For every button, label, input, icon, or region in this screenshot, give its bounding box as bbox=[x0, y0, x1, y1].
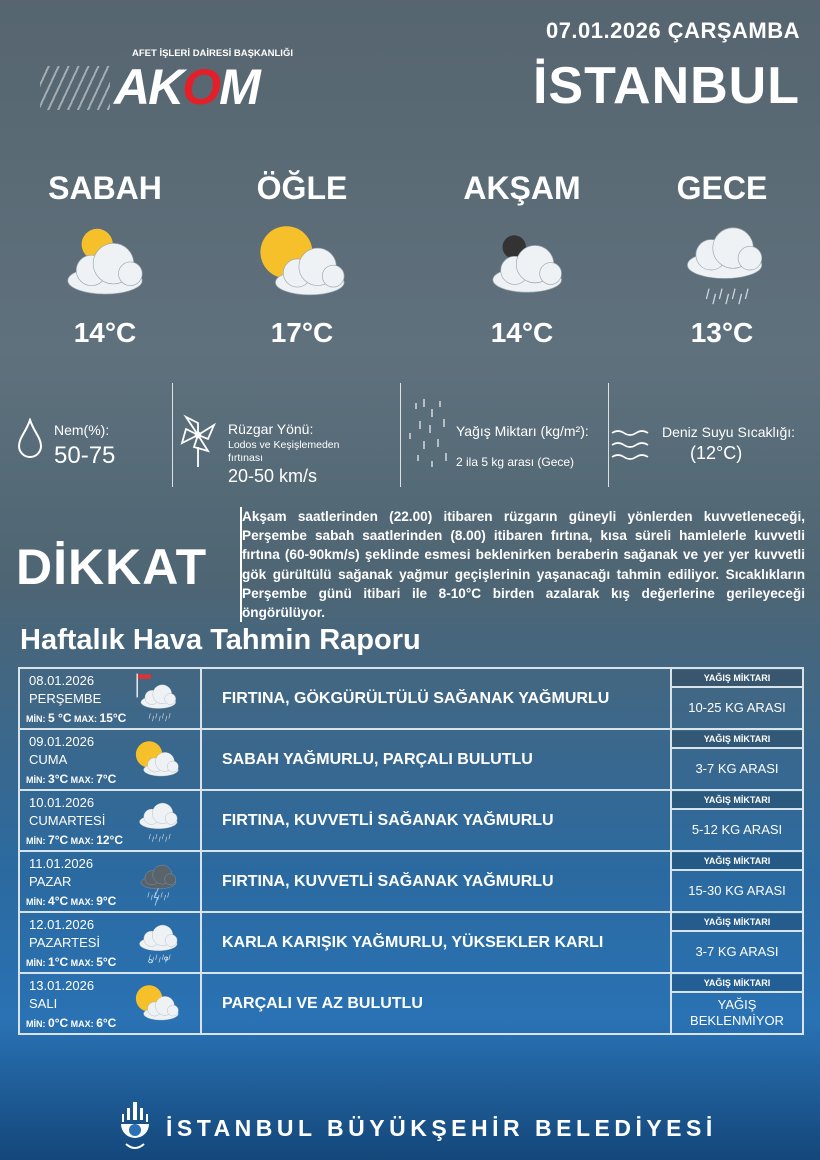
cloud-rain-icon bbox=[124, 802, 190, 849]
min-temp: 3°C bbox=[48, 772, 69, 786]
forecast-row: 12.01.2026 PAZARTESİ MİN: 1°C MAX: 5°C K… bbox=[18, 911, 804, 974]
forecast-desc: PARÇALI VE AZ BULUTLU bbox=[200, 972, 672, 1035]
period-2: AKŞAM 14°C bbox=[432, 170, 612, 349]
date-label: 07.01.2026 ÇARŞAMBA bbox=[545, 18, 800, 43]
warning-text: Akşam saatlerinden (22.00) itibaren rüzg… bbox=[240, 507, 805, 623]
storm-wind-rain-icon bbox=[124, 673, 190, 727]
akom-logo: AFET İŞLERİ DAİRESİ BAŞKANLIĞI AKOM bbox=[40, 44, 293, 115]
max-temp: 7°C bbox=[96, 772, 117, 786]
forecast-desc: FIRTINA, GÖKGÜRÜLTÜLÜ SAĞANAK YAĞMURLU bbox=[200, 667, 672, 730]
warning-title: DİKKAT bbox=[16, 539, 208, 595]
rain-header: YAĞIŞ MİKTARI bbox=[672, 853, 802, 871]
weekly-forecast-table: 08.01.2026 PERŞEMBE MİN: 5 °C MAX: 15°C … bbox=[18, 667, 804, 1035]
ibb-logo-icon bbox=[118, 1100, 152, 1157]
rain-header: YAĞIŞ MİKTARI bbox=[672, 731, 802, 749]
wind-value: 20-50 km/s bbox=[228, 466, 318, 486]
forecast-desc: FIRTINA, KUVVETLİ SAĞANAK YAĞMURLU bbox=[200, 789, 672, 852]
period-label: GECE bbox=[676, 170, 768, 206]
rain-amount: YAĞIŞ BEKLENMİYOR bbox=[690, 996, 784, 1028]
rain-header: YAĞIŞ MİKTARI bbox=[672, 670, 802, 688]
humidity-label: Nem(%): bbox=[54, 422, 110, 438]
wind-label: Rüzgar Yönü: bbox=[228, 421, 314, 437]
sleet-icon bbox=[124, 924, 190, 971]
sea-temp-label: Deniz Suyu Sıcaklığı: bbox=[662, 424, 796, 440]
period-3: GECE 13°C bbox=[632, 170, 812, 349]
city-title: İSTANBUL bbox=[532, 57, 800, 115]
forecast-date: 12.01.2026 bbox=[29, 917, 95, 932]
rain-amount: 5-12 KG ARASI bbox=[691, 821, 783, 837]
waves-icon bbox=[610, 425, 650, 470]
forecast-desc: SABAH YAĞMURLU, PARÇALI BULUTLU bbox=[200, 728, 672, 791]
forecast-desc: KARLA KARIŞIK YAĞMURLU, YÜKSEKLER KARLI bbox=[200, 911, 672, 974]
max-temp: 9°C bbox=[96, 894, 117, 908]
forecast-date: 09.01.2026 bbox=[29, 734, 95, 749]
min-temp: 1°C bbox=[48, 955, 69, 969]
sun-cloud-icon bbox=[124, 985, 190, 1032]
forecast-row: 13.01.2026 SALI MİN: 0°C MAX: 6°C PARÇAL… bbox=[18, 972, 804, 1035]
partly-cloudy-sun-icon bbox=[40, 208, 170, 317]
ibb-footer: İSTANBUL BÜYÜKŞEHİR BELEDİYESİ bbox=[118, 1100, 717, 1157]
forecast-desc: FIRTINA, KUVVETLİ SAĞANAK YAĞMURLU bbox=[200, 850, 672, 913]
rain-header: YAĞIŞ MİKTARI bbox=[672, 914, 802, 932]
period-label: AKŞAM bbox=[463, 170, 581, 206]
sun-cloud-icon bbox=[237, 208, 367, 317]
max-temp: 5°C bbox=[96, 955, 117, 969]
period-temp: 14°C bbox=[490, 317, 554, 348]
partly-cloudy-moon-icon bbox=[457, 208, 587, 317]
forecast-day: PAZARTESİ bbox=[29, 935, 101, 950]
droplet-icon bbox=[16, 416, 44, 463]
divider bbox=[608, 383, 609, 487]
forecast-row: 09.01.2026 CUMA MİN: 3°C MAX: 7°C SABAH … bbox=[18, 728, 804, 791]
rain-amount: 3-7 KG ARASI bbox=[695, 760, 779, 776]
rain-drops-icon bbox=[404, 395, 454, 480]
max-temp: 12°C bbox=[96, 833, 123, 847]
forecast-row: 10.01.2026 CUMARTESİ MİN: 7°C MAX: 12°C … bbox=[18, 789, 804, 852]
period-temp: 17°C bbox=[270, 317, 334, 348]
min-temp: 4°C bbox=[48, 894, 69, 908]
cloud-rain-icon bbox=[657, 208, 787, 317]
min-temp: 5 °C bbox=[48, 711, 72, 725]
rain-header: YAĞIŞ MİKTARI bbox=[672, 792, 802, 810]
max-temp: 15°C bbox=[99, 711, 127, 725]
thunderstorm-icon bbox=[124, 864, 190, 910]
rain-header: YAĞIŞ MİKTARI bbox=[672, 975, 802, 993]
min-temp: 7°C bbox=[48, 833, 69, 847]
forecast-day: PAZAR bbox=[29, 874, 72, 889]
forecast-day: SALI bbox=[29, 996, 58, 1011]
forecast-row: 08.01.2026 PERŞEMBE MİN: 5 °C MAX: 15°C … bbox=[18, 667, 804, 730]
max-temp: 6°C bbox=[96, 1016, 117, 1030]
period-temp: 13°C bbox=[690, 317, 754, 348]
pinwheel-icon bbox=[178, 413, 218, 474]
rain-value: 2 ila 5 kg arası (Gece) bbox=[456, 455, 575, 469]
forecast-date: 11.01.2026 bbox=[29, 856, 94, 871]
period-label: ÖĞLE bbox=[256, 170, 348, 206]
rain-amount: 3-7 KG ARASI bbox=[695, 943, 779, 959]
forecast-date: 10.01.2026 bbox=[29, 795, 95, 810]
forecast-day: CUMARTESİ bbox=[29, 813, 106, 828]
period-0: SABAH 14°C bbox=[15, 170, 195, 349]
forecast-day: PERŞEMBE bbox=[29, 691, 102, 706]
humidity-value: 50-75 bbox=[54, 442, 116, 469]
forecast-row: 11.01.2026 PAZAR MİN: 4°C MAX: 9°C FIRTI… bbox=[18, 850, 804, 913]
divider bbox=[172, 383, 173, 487]
forecast-date: 13.01.2026 bbox=[29, 978, 95, 993]
forecast-day: CUMA bbox=[29, 752, 68, 767]
period-label: SABAH bbox=[48, 170, 162, 206]
period-temp: 14°C bbox=[73, 317, 137, 348]
sea-temp-value: (12°C) bbox=[690, 443, 743, 463]
footer-text: İSTANBUL BÜYÜKŞEHİR BELEDİYESİ bbox=[166, 1115, 717, 1141]
rain-amount: 15-30 KG ARASI bbox=[688, 882, 786, 898]
period-1: ÖĞLE 17°C bbox=[212, 170, 392, 349]
sun-cloud-icon bbox=[124, 741, 190, 788]
forecast-date: 08.01.2026 bbox=[29, 673, 95, 688]
wind-desc: Lodos ve Keşişlemeden fırtınası bbox=[228, 439, 340, 464]
rain-label: Yağış Miktarı (kg/m²): bbox=[456, 423, 589, 439]
min-temp: 0°C bbox=[48, 1016, 69, 1030]
rain-amount: 10-25 KG ARASI bbox=[688, 699, 786, 715]
weekly-title: Haftalık Hava Tahmin Raporu bbox=[20, 624, 421, 656]
divider bbox=[400, 383, 401, 487]
